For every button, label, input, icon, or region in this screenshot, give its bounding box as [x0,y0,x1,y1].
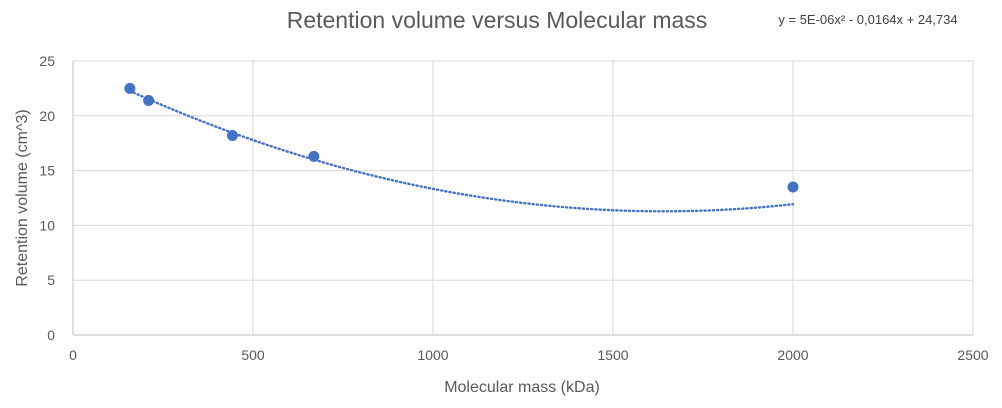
x-axis-label: Molecular mass (kDa) [444,379,600,396]
data-point [124,82,136,94]
y-tick-label: 25 [39,53,55,69]
data-point [143,94,155,106]
x-tick-label: 0 [69,347,77,363]
y-tick-label: 5 [47,272,55,288]
data-point [226,130,238,142]
x-tick-label: 2500 [957,347,988,363]
x-tick-label: 500 [241,347,265,363]
y-tick-label: 15 [39,163,55,179]
y-axis-label: Retention volume (cm^3) [14,109,31,286]
trendline [128,89,795,213]
y-tick-label: 0 [47,327,55,343]
x-tick-label: 1000 [417,347,448,363]
y-tick-label: 10 [39,217,55,233]
y-tick-label: 20 [39,108,55,124]
gridlines [73,60,974,335]
data-points [124,82,799,193]
axes [72,61,973,336]
tick-labels: 0 5 10 15 20 25 0 500 1000 1500 2000 2500 [39,53,988,363]
data-point [787,181,799,193]
trendline-equation: y = 5E-06x² - 0,0164x + 24,734 [778,12,957,27]
data-point [308,150,320,162]
x-tick-label: 1500 [597,347,628,363]
x-tick-label: 2000 [777,347,808,363]
chart-title: Retention volume versus Molecular mass [287,7,708,33]
